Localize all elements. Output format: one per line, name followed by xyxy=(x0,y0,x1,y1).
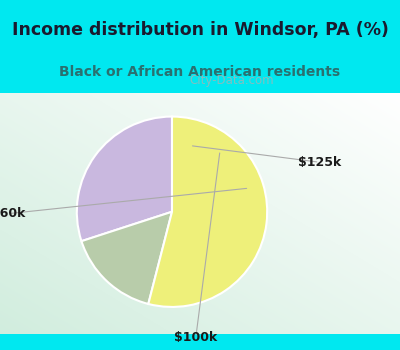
Wedge shape xyxy=(82,212,172,304)
Text: $60k: $60k xyxy=(0,207,26,220)
Text: $125k: $125k xyxy=(298,156,341,169)
Text: Black or African American residents: Black or African American residents xyxy=(60,65,340,79)
Wedge shape xyxy=(77,117,172,241)
Text: Income distribution in Windsor, PA (%): Income distribution in Windsor, PA (%) xyxy=(12,21,388,39)
Text: City-Data.com: City-Data.com xyxy=(189,74,274,88)
Text: $100k: $100k xyxy=(174,331,218,344)
Wedge shape xyxy=(148,117,267,307)
